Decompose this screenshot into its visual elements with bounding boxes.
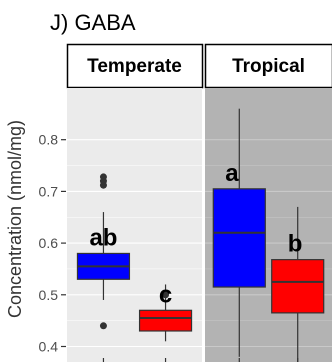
box-red: c (138, 281, 193, 362)
significance-letter: ab (89, 224, 117, 251)
box-red: b (271, 206, 325, 362)
chart-title: J) GABA (50, 10, 136, 35)
panel-temperate: Temperate ab c (66, 43, 204, 362)
significance-letter: c (159, 281, 172, 308)
strip-label: Temperate (87, 56, 182, 77)
outlier-point (99, 173, 107, 181)
box-blue: a (212, 108, 266, 362)
y-tick-label: 0.8 (39, 132, 59, 148)
box-body (212, 188, 266, 288)
panel-tropical: Tropical a b (204, 43, 332, 362)
box-blue: ab (76, 173, 131, 362)
y-tick-label: 0.4 (39, 338, 59, 354)
y-tick-label: 0.6 (39, 235, 59, 251)
y-tick-label: 0.5 (39, 287, 59, 303)
box-body (138, 309, 193, 332)
y-tick-label: 0.7 (39, 183, 59, 199)
strip-label: Tropical (232, 56, 305, 77)
significance-letter: a (225, 160, 239, 187)
box-body (271, 259, 325, 314)
significance-letter: b (288, 231, 303, 258)
outlier-point (99, 322, 107, 330)
strip-header-box (204, 43, 332, 89)
strip-header-box (66, 43, 204, 89)
outlier-point (162, 291, 170, 299)
y-axis-label: Concentration (nmol/mg) (5, 120, 25, 318)
